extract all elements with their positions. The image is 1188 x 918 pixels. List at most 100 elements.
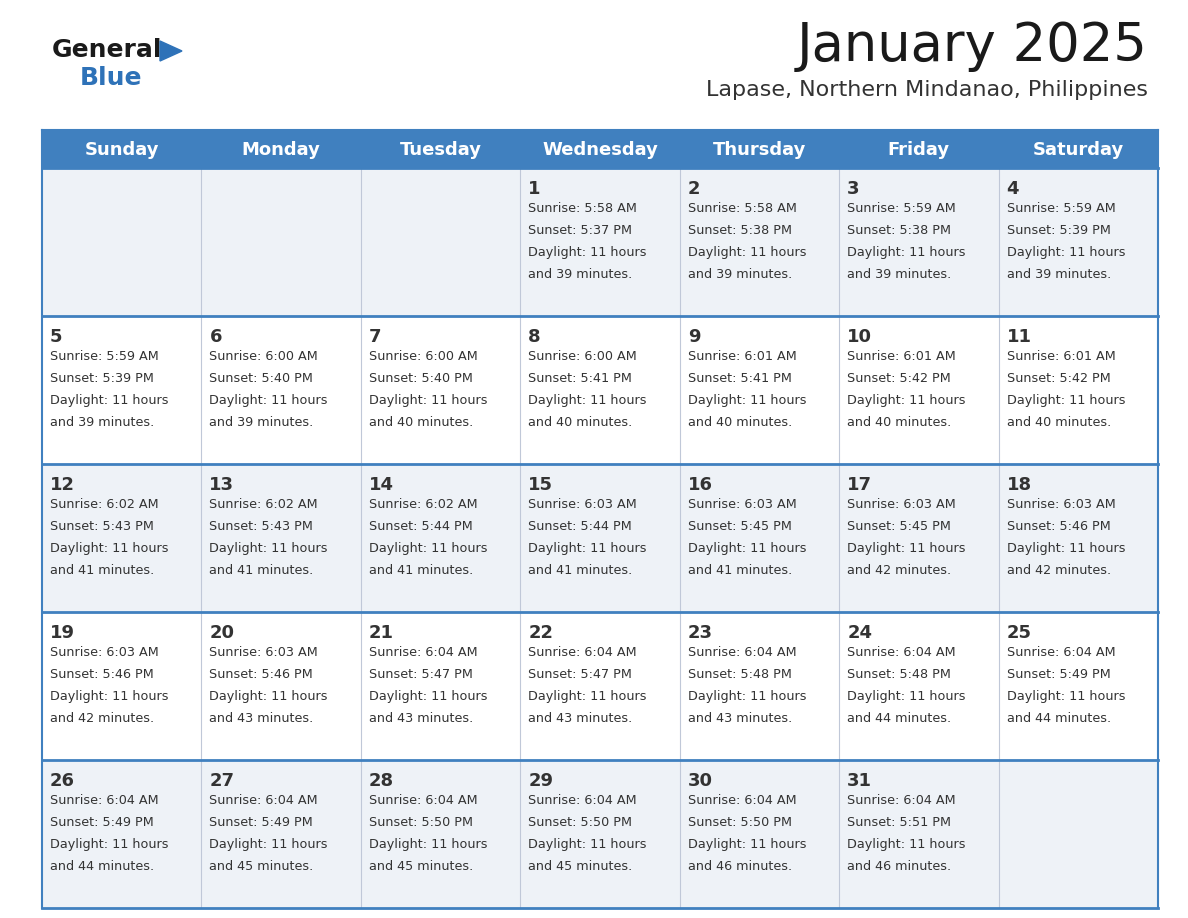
Text: Daylight: 11 hours: Daylight: 11 hours xyxy=(688,690,807,703)
Text: Daylight: 11 hours: Daylight: 11 hours xyxy=(847,394,966,407)
Text: Daylight: 11 hours: Daylight: 11 hours xyxy=(209,542,328,555)
Text: and 41 minutes.: and 41 minutes. xyxy=(688,564,792,577)
Text: Daylight: 11 hours: Daylight: 11 hours xyxy=(368,690,487,703)
Text: Daylight: 11 hours: Daylight: 11 hours xyxy=(529,838,646,851)
Text: 11: 11 xyxy=(1006,328,1031,346)
Text: and 46 minutes.: and 46 minutes. xyxy=(847,860,952,873)
Text: Daylight: 11 hours: Daylight: 11 hours xyxy=(1006,542,1125,555)
Text: Daylight: 11 hours: Daylight: 11 hours xyxy=(688,394,807,407)
Text: and 41 minutes.: and 41 minutes. xyxy=(209,564,314,577)
Text: Daylight: 11 hours: Daylight: 11 hours xyxy=(529,246,646,259)
Text: 24: 24 xyxy=(847,624,872,642)
Bar xyxy=(42,760,1158,908)
Text: Sunrise: 6:04 AM: Sunrise: 6:04 AM xyxy=(688,794,796,807)
Text: 7: 7 xyxy=(368,328,381,346)
Text: Sunset: 5:51 PM: Sunset: 5:51 PM xyxy=(847,816,952,829)
Text: Sunrise: 6:03 AM: Sunrise: 6:03 AM xyxy=(847,498,956,511)
Text: 8: 8 xyxy=(529,328,541,346)
Text: and 43 minutes.: and 43 minutes. xyxy=(368,712,473,725)
Text: Sunset: 5:37 PM: Sunset: 5:37 PM xyxy=(529,224,632,237)
Text: Daylight: 11 hours: Daylight: 11 hours xyxy=(50,394,169,407)
Text: Sunset: 5:47 PM: Sunset: 5:47 PM xyxy=(529,668,632,681)
Polygon shape xyxy=(160,41,182,61)
Text: 31: 31 xyxy=(847,772,872,790)
Text: and 45 minutes.: and 45 minutes. xyxy=(529,860,632,873)
Text: 10: 10 xyxy=(847,328,872,346)
Text: Sunset: 5:49 PM: Sunset: 5:49 PM xyxy=(1006,668,1111,681)
Text: Sunset: 5:46 PM: Sunset: 5:46 PM xyxy=(50,668,153,681)
Text: Daylight: 11 hours: Daylight: 11 hours xyxy=(209,690,328,703)
Text: Sunset: 5:50 PM: Sunset: 5:50 PM xyxy=(529,816,632,829)
Text: Daylight: 11 hours: Daylight: 11 hours xyxy=(529,542,646,555)
Text: General: General xyxy=(52,38,163,62)
Text: 13: 13 xyxy=(209,476,234,494)
Text: Sunset: 5:38 PM: Sunset: 5:38 PM xyxy=(688,224,791,237)
Text: Monday: Monday xyxy=(241,141,321,159)
Text: Daylight: 11 hours: Daylight: 11 hours xyxy=(50,838,169,851)
Text: Sunrise: 6:04 AM: Sunrise: 6:04 AM xyxy=(847,646,956,659)
Text: Sunset: 5:43 PM: Sunset: 5:43 PM xyxy=(209,520,314,533)
Text: Thursday: Thursday xyxy=(713,141,807,159)
Text: Sunrise: 6:00 AM: Sunrise: 6:00 AM xyxy=(209,350,318,363)
Text: and 40 minutes.: and 40 minutes. xyxy=(1006,416,1111,429)
Text: 6: 6 xyxy=(209,328,222,346)
Text: and 44 minutes.: and 44 minutes. xyxy=(847,712,952,725)
Text: Sunset: 5:44 PM: Sunset: 5:44 PM xyxy=(368,520,473,533)
Text: Daylight: 11 hours: Daylight: 11 hours xyxy=(368,838,487,851)
Text: Sunrise: 6:00 AM: Sunrise: 6:00 AM xyxy=(529,350,637,363)
Text: Sunrise: 5:59 AM: Sunrise: 5:59 AM xyxy=(1006,202,1116,215)
Text: 1: 1 xyxy=(529,180,541,198)
Text: 21: 21 xyxy=(368,624,394,642)
Text: Sunset: 5:50 PM: Sunset: 5:50 PM xyxy=(688,816,791,829)
Text: 3: 3 xyxy=(847,180,860,198)
Bar xyxy=(42,168,1158,316)
Text: Sunrise: 6:00 AM: Sunrise: 6:00 AM xyxy=(368,350,478,363)
Text: Sunset: 5:41 PM: Sunset: 5:41 PM xyxy=(529,372,632,385)
Text: and 45 minutes.: and 45 minutes. xyxy=(368,860,473,873)
Text: Sunrise: 6:01 AM: Sunrise: 6:01 AM xyxy=(1006,350,1116,363)
Text: Daylight: 11 hours: Daylight: 11 hours xyxy=(368,542,487,555)
Bar xyxy=(42,612,1158,760)
Text: Sunset: 5:46 PM: Sunset: 5:46 PM xyxy=(1006,520,1111,533)
Text: Sunrise: 6:03 AM: Sunrise: 6:03 AM xyxy=(688,498,796,511)
Text: and 40 minutes.: and 40 minutes. xyxy=(688,416,792,429)
Text: Sunset: 5:39 PM: Sunset: 5:39 PM xyxy=(50,372,154,385)
Bar xyxy=(42,316,1158,464)
Text: Sunset: 5:39 PM: Sunset: 5:39 PM xyxy=(1006,224,1111,237)
Text: 9: 9 xyxy=(688,328,700,346)
Text: Sunset: 5:46 PM: Sunset: 5:46 PM xyxy=(209,668,314,681)
Text: Sunrise: 5:59 AM: Sunrise: 5:59 AM xyxy=(847,202,956,215)
Text: 18: 18 xyxy=(1006,476,1031,494)
Text: 2: 2 xyxy=(688,180,700,198)
Text: Sunrise: 6:02 AM: Sunrise: 6:02 AM xyxy=(209,498,318,511)
Text: 14: 14 xyxy=(368,476,394,494)
Text: Sunset: 5:43 PM: Sunset: 5:43 PM xyxy=(50,520,154,533)
Text: 20: 20 xyxy=(209,624,234,642)
Text: Sunday: Sunday xyxy=(84,141,159,159)
Text: Daylight: 11 hours: Daylight: 11 hours xyxy=(688,542,807,555)
Text: 12: 12 xyxy=(50,476,75,494)
Text: Sunrise: 5:59 AM: Sunrise: 5:59 AM xyxy=(50,350,159,363)
Text: and 44 minutes.: and 44 minutes. xyxy=(1006,712,1111,725)
Text: Sunrise: 5:58 AM: Sunrise: 5:58 AM xyxy=(529,202,637,215)
Text: and 39 minutes.: and 39 minutes. xyxy=(688,268,792,281)
Text: 5: 5 xyxy=(50,328,63,346)
Text: Daylight: 11 hours: Daylight: 11 hours xyxy=(50,690,169,703)
Text: and 43 minutes.: and 43 minutes. xyxy=(529,712,632,725)
Text: Saturday: Saturday xyxy=(1032,141,1124,159)
Text: Sunset: 5:41 PM: Sunset: 5:41 PM xyxy=(688,372,791,385)
Text: 19: 19 xyxy=(50,624,75,642)
Text: 25: 25 xyxy=(1006,624,1031,642)
Text: Sunset: 5:49 PM: Sunset: 5:49 PM xyxy=(50,816,153,829)
Text: Sunset: 5:49 PM: Sunset: 5:49 PM xyxy=(209,816,314,829)
Text: Daylight: 11 hours: Daylight: 11 hours xyxy=(847,246,966,259)
Text: and 41 minutes.: and 41 minutes. xyxy=(50,564,154,577)
Text: and 40 minutes.: and 40 minutes. xyxy=(529,416,632,429)
Text: and 46 minutes.: and 46 minutes. xyxy=(688,860,792,873)
Text: Daylight: 11 hours: Daylight: 11 hours xyxy=(209,838,328,851)
Text: and 42 minutes.: and 42 minutes. xyxy=(1006,564,1111,577)
Text: and 40 minutes.: and 40 minutes. xyxy=(368,416,473,429)
Text: Daylight: 11 hours: Daylight: 11 hours xyxy=(1006,246,1125,259)
Text: Daylight: 11 hours: Daylight: 11 hours xyxy=(847,542,966,555)
Text: Daylight: 11 hours: Daylight: 11 hours xyxy=(847,838,966,851)
